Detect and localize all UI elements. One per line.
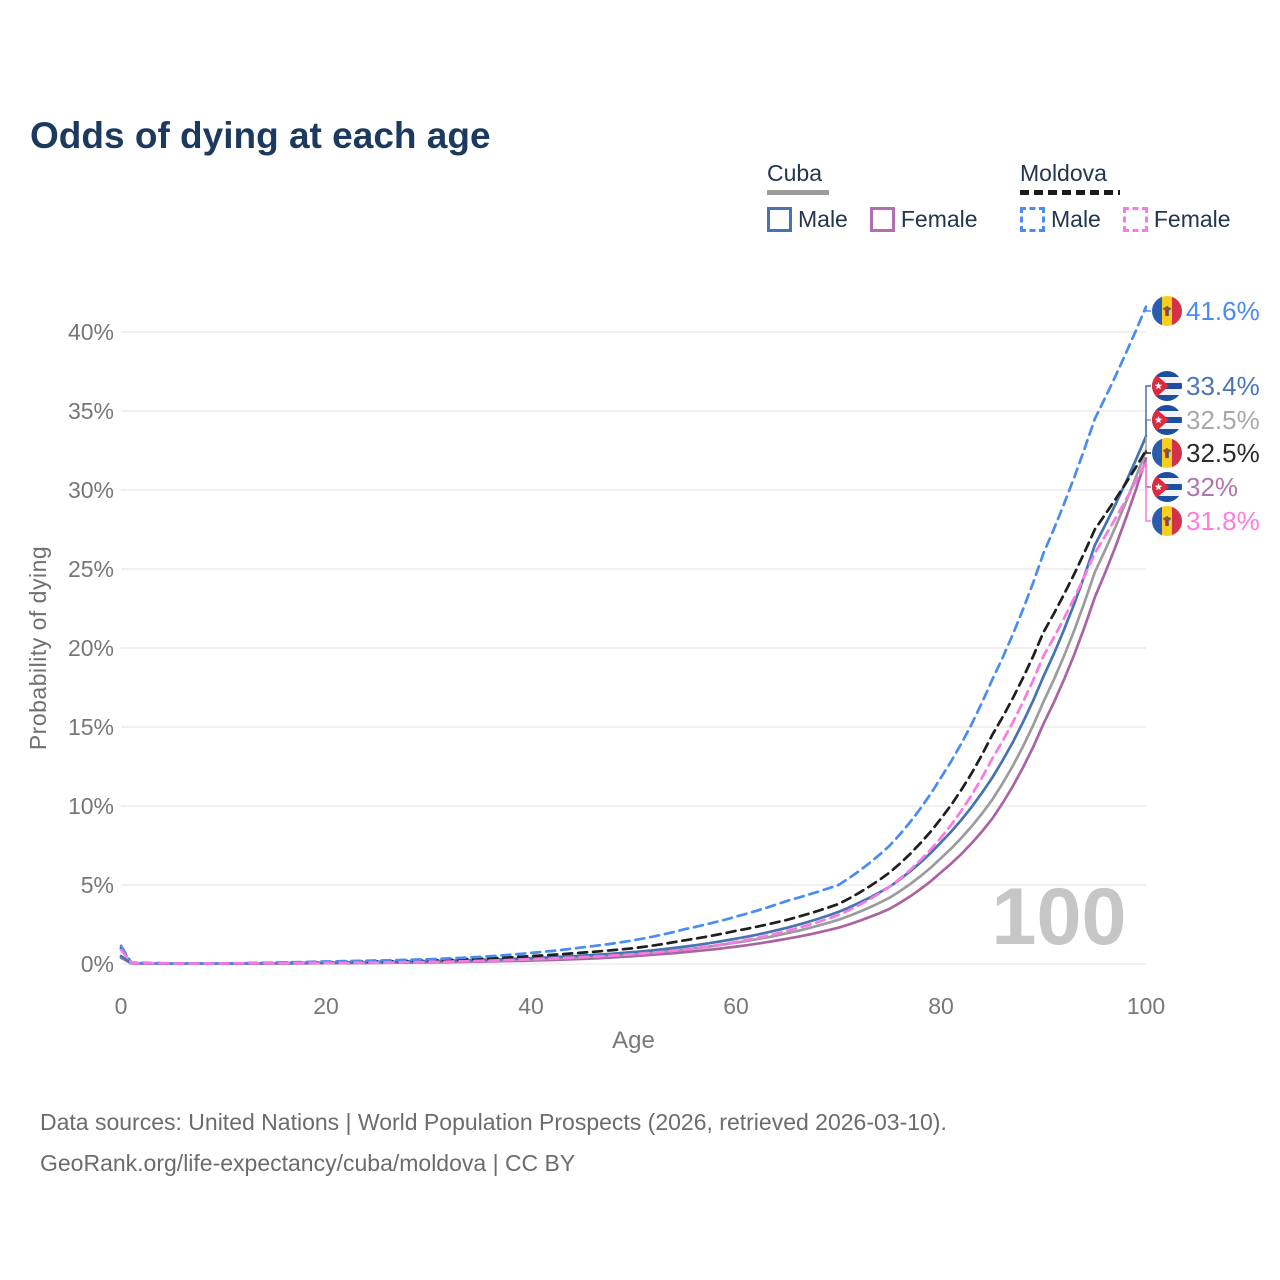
age-watermark: 100 — [991, 872, 1126, 962]
legend: Cuba Male Female Moldova Male — [0, 0, 1280, 250]
x-tick-label: 20 — [313, 993, 339, 1019]
y-tick-label: 15% — [68, 714, 114, 740]
end-label-moldova-all: 32.5% — [1152, 438, 1260, 468]
end-label-moldova-female: 31.8% — [1152, 506, 1260, 536]
attribution-note: GeoRank.org/life-expectancy/cuba/moldova… — [40, 1150, 576, 1176]
end-label-value-moldova-female: 31.8% — [1186, 506, 1260, 536]
moldova-flag-icon — [1152, 438, 1182, 468]
end-label-cuba-all: 32.5% — [1152, 405, 1260, 435]
label-leader-moldova-all — [1145, 450, 1151, 454]
cuba-flag-icon — [1152, 405, 1182, 435]
cuba-line-swatch — [767, 190, 829, 195]
series-line-moldova-female[interactable] — [119, 460, 1148, 965]
y-tick-label: 20% — [68, 635, 114, 661]
end-label-value-cuba-male: 33.4% — [1186, 371, 1260, 401]
label-leader-moldova-female — [1145, 461, 1151, 522]
legend-item-cuba-male[interactable]: Male — [767, 206, 848, 233]
cuba-flag-icon — [1152, 472, 1182, 502]
y-tick-label: 30% — [68, 477, 114, 503]
legend-item-moldova-male[interactable]: Male — [1020, 206, 1101, 233]
y-tick-label: 10% — [68, 793, 114, 819]
moldova-female-swatch-icon — [1122, 207, 1148, 232]
legend-group-cuba: Cuba Male Female — [767, 160, 978, 233]
data-source-note: Data sources: United Nations | World Pop… — [40, 1109, 947, 1135]
legend-group-moldova: Moldova Male Female — [1020, 160, 1231, 233]
legend-item-moldova-female[interactable]: Female — [1122, 206, 1231, 233]
legend-label-cuba-female: Female — [900, 206, 978, 232]
legend-label-moldova-female: Female — [1153, 206, 1231, 232]
end-label-cuba-female: 32% — [1152, 472, 1238, 502]
end-label-value-cuba-female: 32% — [1186, 472, 1238, 502]
legend-item-cuba-female[interactable]: Female — [869, 206, 978, 233]
legend-label-moldova-male: Male — [1051, 206, 1101, 232]
y-tick-label: 40% — [68, 319, 114, 345]
chart-footer: Data sources: United Nations | World Pop… — [40, 1102, 947, 1184]
x-axis-title: Age — [612, 1027, 655, 1054]
y-tick-label: 5% — [81, 872, 114, 898]
end-label-value-cuba-all: 32.5% — [1186, 405, 1260, 435]
cuba-flag-icon — [1152, 371, 1182, 401]
moldova-line-swatch — [1020, 190, 1120, 195]
end-label-cuba-male: 33.4% — [1152, 371, 1260, 401]
cuba-male-swatch-icon — [767, 207, 792, 232]
moldova-flag-icon — [1152, 296, 1182, 326]
label-leader-moldova-male — [1145, 306, 1151, 312]
moldova-male-swatch-icon — [1020, 207, 1045, 232]
x-tick-label: 0 — [115, 993, 128, 1019]
x-tick-label: 100 — [1127, 993, 1165, 1019]
series-line-moldova-male[interactable] — [119, 305, 1148, 965]
x-tick-label: 40 — [518, 993, 544, 1019]
x-tick-label: 60 — [723, 993, 749, 1019]
legend-country-moldova: Moldova — [1020, 160, 1107, 186]
moldova-flag-icon — [1152, 506, 1182, 536]
label-leader-cuba-male — [1145, 385, 1151, 437]
end-label-moldova-male: 41.6% — [1152, 296, 1260, 326]
end-label-value-moldova-all: 32.5% — [1186, 438, 1260, 468]
y-tick-label: 35% — [68, 398, 114, 424]
legend-label-cuba-male: Male — [798, 206, 848, 232]
legend-country-cuba: Cuba — [767, 160, 822, 186]
x-tick-label: 80 — [928, 993, 954, 1019]
y-axis-title: Probability of dying — [25, 546, 51, 750]
cuba-female-swatch-icon — [869, 207, 895, 232]
y-tick-label: 25% — [68, 556, 114, 582]
page-title: Odds of dying at each age — [30, 114, 491, 156]
end-label-value-moldova-male: 41.6% — [1186, 296, 1260, 326]
y-tick-label: 0% — [81, 951, 114, 977]
